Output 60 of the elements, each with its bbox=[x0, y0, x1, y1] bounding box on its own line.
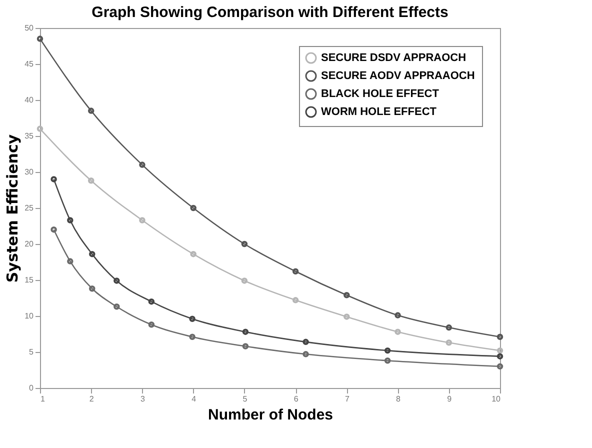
point bbox=[88, 108, 94, 114]
point bbox=[114, 304, 120, 310]
x-tick-label: 3 bbox=[140, 394, 146, 404]
legend-label: WORM HOLE EFFECT bbox=[321, 106, 437, 118]
point bbox=[189, 316, 196, 322]
point bbox=[384, 347, 391, 354]
y-tick-label: 15 bbox=[24, 276, 34, 284]
point bbox=[67, 217, 74, 224]
point bbox=[344, 314, 350, 320]
y-tick-label: 50 bbox=[24, 24, 34, 32]
point bbox=[446, 340, 452, 346]
x-tick-label: 2 bbox=[89, 394, 94, 404]
x-tick-label: 1 bbox=[40, 394, 46, 404]
x-axis-title: Number of Nodes bbox=[208, 406, 334, 424]
point bbox=[242, 343, 249, 350]
point bbox=[114, 278, 120, 284]
x-tick-label: 7 bbox=[344, 394, 350, 404]
point bbox=[139, 162, 146, 168]
point bbox=[292, 297, 299, 304]
y-tick-label: 10 bbox=[24, 312, 34, 320]
point bbox=[139, 217, 146, 224]
point bbox=[384, 358, 391, 364]
y-axis-title: System Efficiency bbox=[4, 134, 22, 283]
legend-label: BLACK HOLE EFFECT bbox=[321, 88, 440, 100]
chart-title: Graph Showing Comparison with Different Effects bbox=[92, 4, 448, 21]
x-tick-label: 5 bbox=[242, 394, 248, 404]
point bbox=[241, 278, 248, 284]
point bbox=[190, 250, 196, 258]
point bbox=[67, 258, 74, 264]
x-tick-label: 8 bbox=[396, 394, 402, 404]
y-tick-label: 25 bbox=[24, 204, 34, 212]
y-tick-label: 35 bbox=[24, 132, 34, 140]
point bbox=[302, 351, 309, 358]
point bbox=[344, 292, 350, 298]
point bbox=[148, 322, 155, 328]
y-tick-label: 40 bbox=[24, 96, 34, 104]
point bbox=[292, 268, 299, 274]
x-tick-label: 9 bbox=[447, 394, 452, 404]
x-tick-label: 10 bbox=[492, 394, 502, 404]
point bbox=[394, 328, 401, 335]
point bbox=[446, 324, 452, 331]
point bbox=[88, 178, 94, 184]
y-tick-label: 5 bbox=[29, 348, 34, 356]
point bbox=[189, 334, 196, 340]
y-tick-label: 30 bbox=[24, 168, 34, 176]
y-tick-label: 45 bbox=[24, 60, 34, 68]
legend-label: SECURE AODV APPRAAOCH bbox=[321, 70, 475, 82]
point bbox=[242, 328, 249, 335]
x-tick-label: 6 bbox=[294, 394, 299, 404]
point bbox=[89, 250, 96, 258]
point bbox=[241, 240, 248, 248]
y-tick-label: 0 bbox=[29, 384, 34, 392]
point bbox=[302, 338, 309, 346]
point bbox=[394, 312, 401, 318]
point bbox=[89, 286, 96, 292]
point bbox=[190, 204, 196, 212]
y-tick-label: 20 bbox=[24, 240, 34, 248]
x-tick-label: 4 bbox=[192, 394, 197, 404]
point bbox=[148, 298, 155, 305]
legend-label: SECURE DSDV APPRAOCH bbox=[321, 52, 466, 64]
